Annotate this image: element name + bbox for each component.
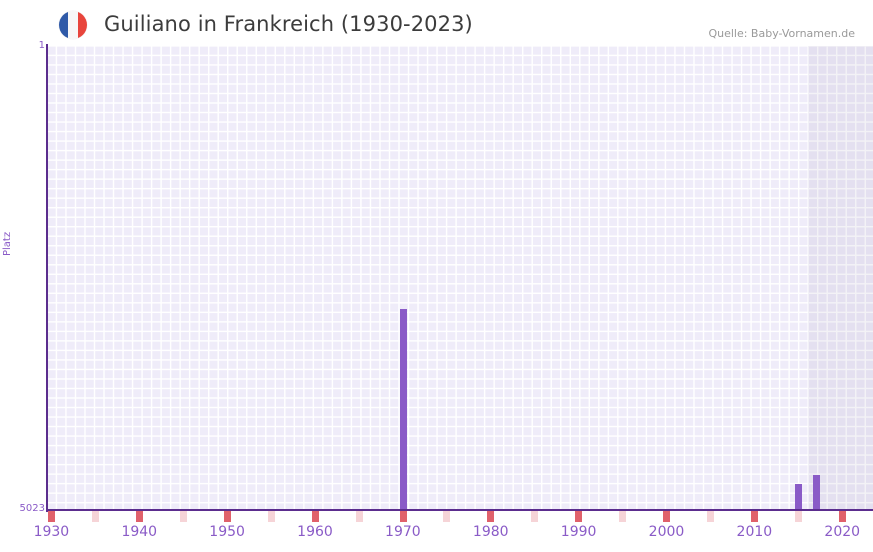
x-axis-tick-major xyxy=(838,511,846,522)
x-axis-tick-major xyxy=(663,511,671,522)
x-axis-tick-label: 1930 xyxy=(33,524,70,540)
x-axis-tick-minor xyxy=(531,511,539,522)
x-axis-tick-minor xyxy=(794,511,802,522)
chart-source: Quelle: Baby-Vornamen.de xyxy=(708,27,855,40)
x-axis-tick-minor xyxy=(179,511,187,522)
x-axis-line xyxy=(46,509,873,511)
x-axis-tick-label: 1940 xyxy=(121,524,158,540)
x-axis-tick-major xyxy=(751,511,759,522)
x-axis-tick-minor xyxy=(707,511,715,522)
x-axis-tick-label: 2010 xyxy=(736,524,773,540)
chart-header: Guiliano in Frankreich (1930-2023) Quell… xyxy=(0,0,873,46)
x-axis-tick-major xyxy=(575,511,583,522)
x-axis-tick-label: 1980 xyxy=(472,524,509,540)
france-flag-icon xyxy=(59,11,87,39)
x-axis-tick-label: 1990 xyxy=(560,524,597,540)
x-axis-tick-minor xyxy=(355,511,363,522)
x-axis-tick-minor xyxy=(619,511,627,522)
y-axis-label-bottom: 5023 xyxy=(19,503,45,514)
x-axis-tick-major xyxy=(135,511,143,522)
x-axis-tick-major xyxy=(311,511,319,522)
x-axis-tick-label: 1950 xyxy=(209,524,245,540)
x-axis-tick-major xyxy=(223,511,231,522)
future-shaded-band xyxy=(808,46,873,510)
x-axis-tick-major xyxy=(487,511,495,522)
chart-title: Guiliano in Frankreich (1930-2023) xyxy=(104,12,473,36)
plot-area xyxy=(47,46,873,510)
x-axis-tick-label: 1970 xyxy=(385,524,421,540)
x-axis-tick-label: 1960 xyxy=(297,524,333,540)
x-axis-tick-minor xyxy=(443,511,451,522)
bar xyxy=(812,474,820,510)
bar xyxy=(399,309,407,510)
y-axis-label-top: 1 xyxy=(38,40,45,51)
y-axis-line xyxy=(46,44,48,512)
x-axis-tick-major xyxy=(399,511,407,522)
y-axis-title: Platz xyxy=(2,231,13,256)
x-axis-tick-label: 2020 xyxy=(824,524,861,540)
flag-stripe-red xyxy=(77,11,87,39)
flag-stripe-blue xyxy=(59,11,69,39)
flag-stripe-white xyxy=(68,11,78,39)
x-axis-tick-label: 2000 xyxy=(648,524,685,540)
x-axis-tick-minor xyxy=(267,511,275,522)
x-axis-tick-major xyxy=(48,511,56,522)
bar xyxy=(794,483,802,510)
x-axis-tick-minor xyxy=(91,511,99,522)
